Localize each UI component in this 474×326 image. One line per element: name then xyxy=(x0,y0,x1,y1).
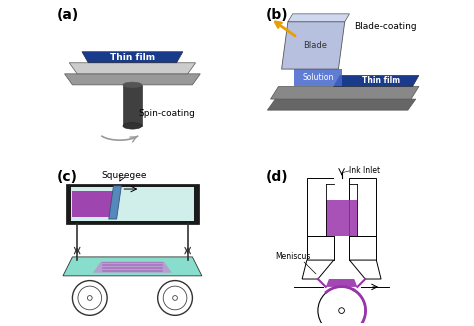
Text: Blade: Blade xyxy=(303,41,327,50)
Polygon shape xyxy=(349,178,376,236)
Text: Solution: Solution xyxy=(302,73,334,82)
Polygon shape xyxy=(73,191,113,217)
Polygon shape xyxy=(349,236,376,260)
Text: (c): (c) xyxy=(56,170,78,184)
Circle shape xyxy=(163,286,187,310)
Polygon shape xyxy=(93,262,172,273)
Text: Spin-coating: Spin-coating xyxy=(139,109,196,118)
Circle shape xyxy=(78,286,101,310)
Text: Squeegee: Squeegee xyxy=(102,171,147,180)
Text: Ink Inlet: Ink Inlet xyxy=(349,166,381,175)
Text: (b): (b) xyxy=(266,7,288,22)
Polygon shape xyxy=(334,75,419,86)
Polygon shape xyxy=(69,63,196,74)
Polygon shape xyxy=(267,99,416,110)
Circle shape xyxy=(173,296,177,300)
Text: Meniscus: Meniscus xyxy=(275,252,310,261)
Polygon shape xyxy=(66,184,199,224)
Ellipse shape xyxy=(123,82,142,88)
Circle shape xyxy=(73,281,107,315)
Polygon shape xyxy=(282,22,345,69)
Polygon shape xyxy=(349,260,381,279)
Polygon shape xyxy=(294,69,342,86)
Text: Thin film: Thin film xyxy=(110,53,155,62)
Polygon shape xyxy=(326,279,357,287)
Polygon shape xyxy=(302,260,334,279)
Circle shape xyxy=(158,281,192,315)
Polygon shape xyxy=(82,52,183,63)
Text: (d): (d) xyxy=(266,170,288,184)
Polygon shape xyxy=(109,186,121,219)
Polygon shape xyxy=(271,86,419,99)
Text: Blade-coating: Blade-coating xyxy=(355,22,417,31)
Polygon shape xyxy=(307,236,334,260)
Circle shape xyxy=(339,308,345,313)
Polygon shape xyxy=(288,14,349,22)
Polygon shape xyxy=(326,200,357,236)
Circle shape xyxy=(87,296,92,300)
Polygon shape xyxy=(71,187,194,221)
Text: Thin film: Thin film xyxy=(362,76,400,85)
Ellipse shape xyxy=(123,123,142,129)
Polygon shape xyxy=(334,178,349,236)
Polygon shape xyxy=(64,74,201,85)
Text: (a): (a) xyxy=(56,7,79,22)
Circle shape xyxy=(318,287,365,326)
Polygon shape xyxy=(307,178,334,236)
Polygon shape xyxy=(123,85,142,126)
Polygon shape xyxy=(63,257,202,276)
